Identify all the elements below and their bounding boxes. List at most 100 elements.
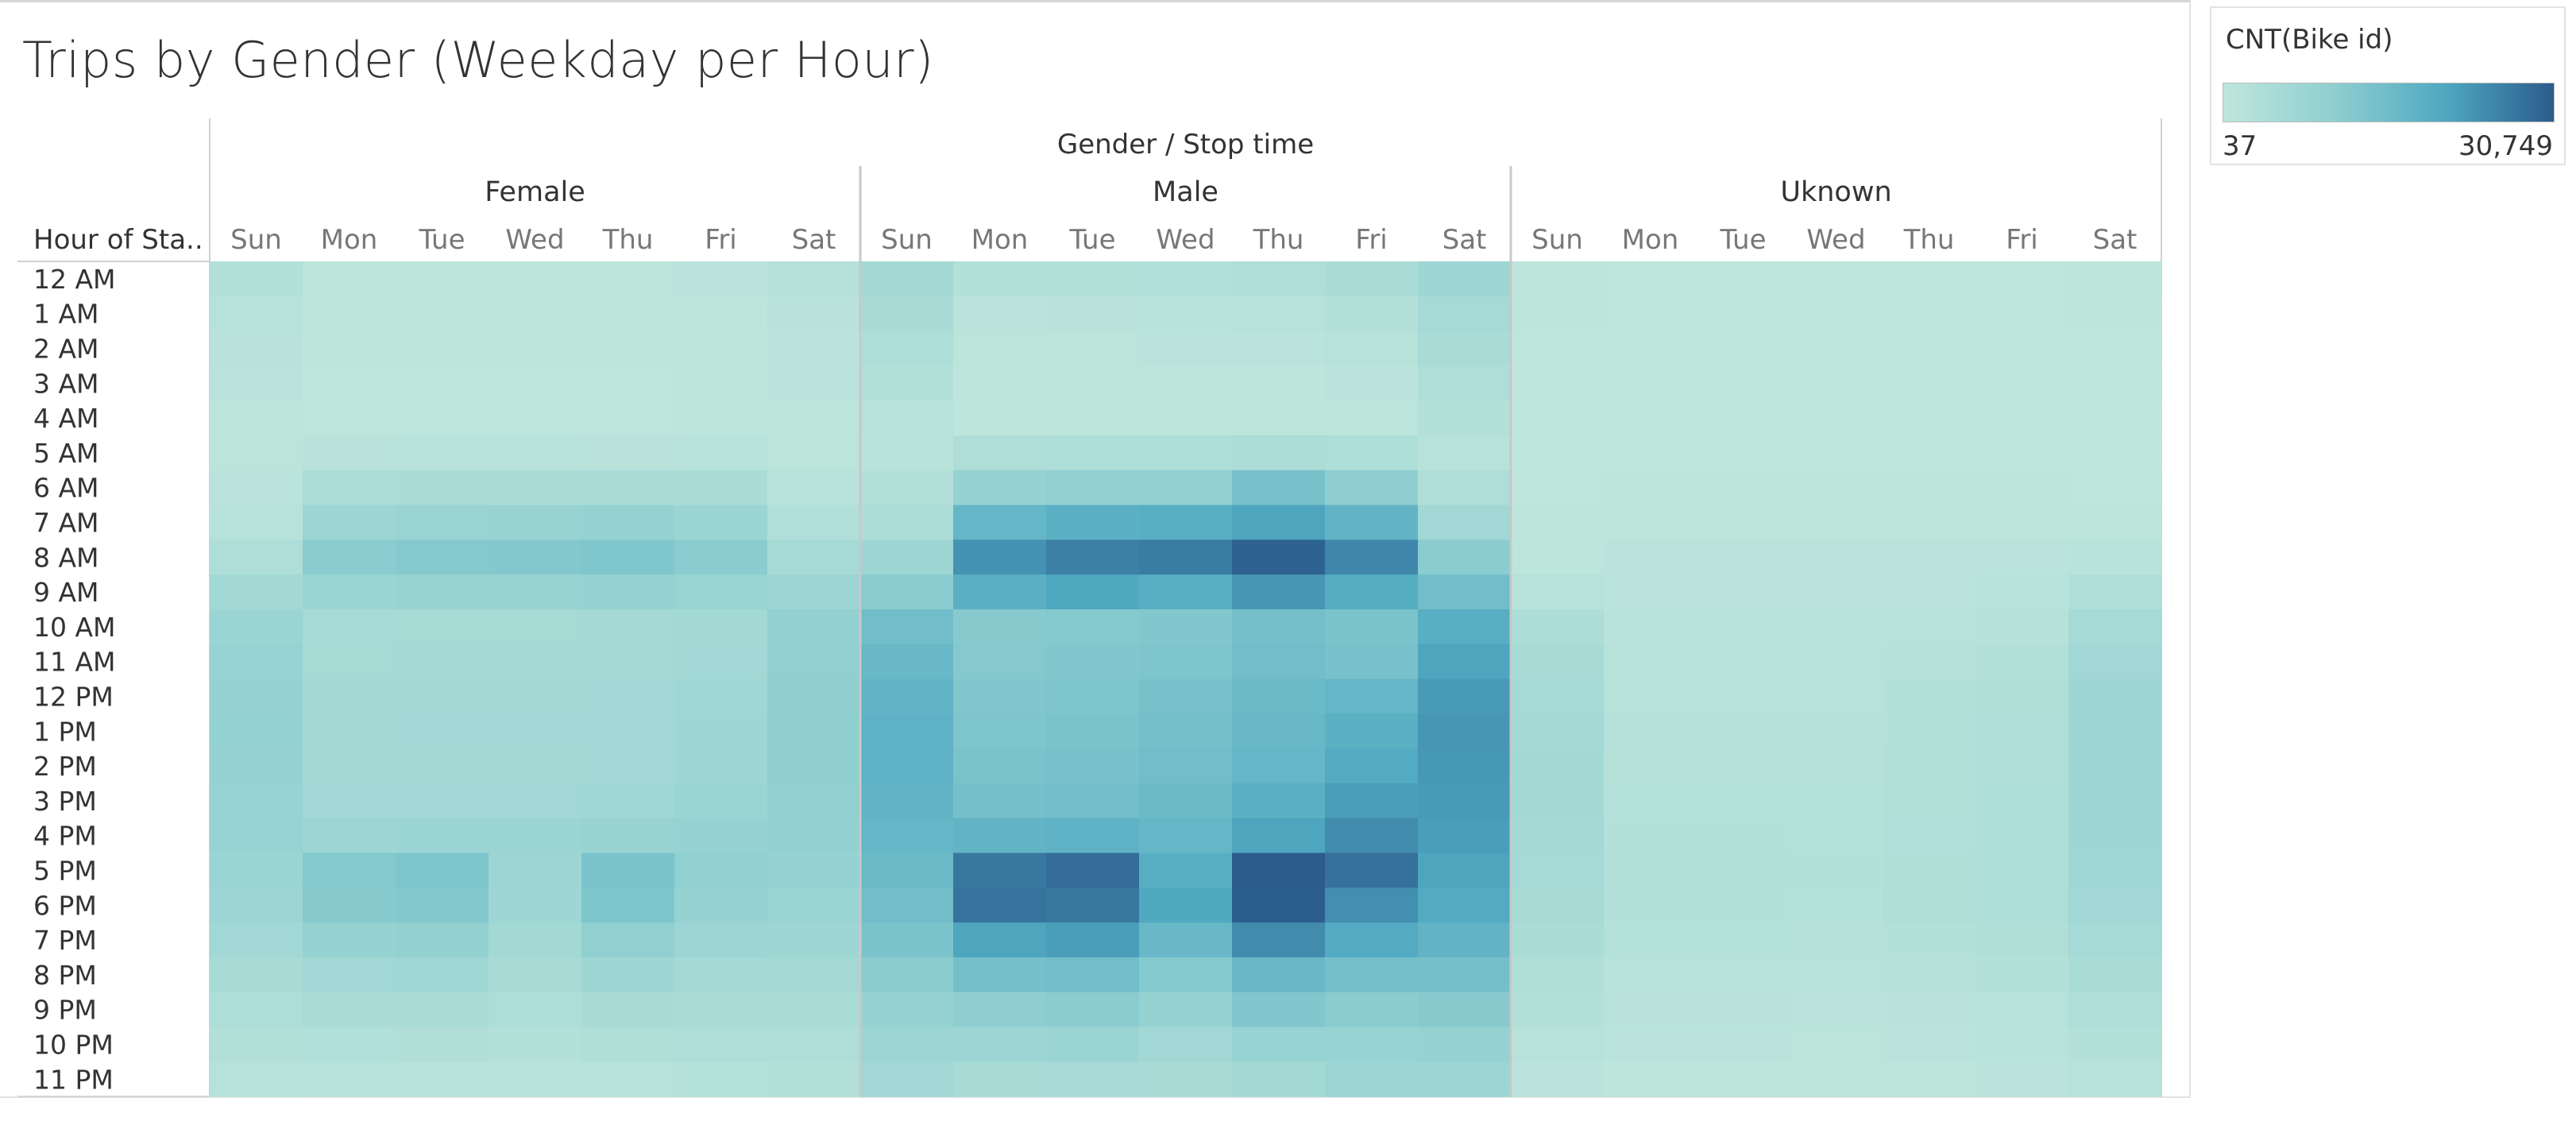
heatmap-cell [581,609,675,645]
heatmap-cell [1139,296,1233,332]
hour-label: 7 AM [33,508,99,539]
heatmap-cell [1139,783,1233,819]
heatmap-cell [860,852,954,888]
heatmap-cell [1604,331,1697,366]
heatmap-cell [1418,922,1512,958]
heatmap-cell [767,957,861,993]
heatmap-cell [2068,818,2162,854]
heatmap-cell [1232,887,1326,923]
heatmap-cell [1790,470,1883,506]
hour-label: 2 AM [33,334,99,365]
heatmap-cell [1883,435,1976,471]
heatmap-cell [396,748,489,784]
heatmap-cell [396,400,489,436]
heatmap-cell [767,261,861,297]
heatmap-cell [1975,1061,2069,1097]
heatmap-cell [1975,783,2069,819]
heatmap-cell [674,365,768,401]
day-label: Mon [971,224,1029,256]
heatmap-cell [1697,470,1790,506]
hour-label: 6 PM [33,890,97,921]
heatmap-cell [860,783,954,819]
heatmap-cell [1883,887,1976,923]
heatmap-cell [1511,783,1605,819]
day-label: Thu [602,224,654,256]
heatmap-cell [2068,365,2162,401]
heatmap-cell [1139,539,1233,575]
heatmap-cell [1046,644,1140,680]
legend-min-label: 37 [2223,130,2257,162]
heatmap-cell [1511,470,1605,506]
heatmap-cell [1232,470,1326,506]
heatmap-cell [1232,748,1326,784]
hour-label: 12 PM [33,682,114,713]
heatmap-cell [1604,400,1697,436]
heatmap-cell [1790,400,1883,436]
heatmap-cell [953,678,1047,714]
heatmap-cell [767,783,861,819]
gender-header: Female [485,176,585,208]
heatmap-cell [674,713,768,749]
heatmap-cell [1139,504,1233,540]
heatmap-cell [1046,261,1140,297]
heatmap-cell [396,922,489,958]
heatmap-cell [1883,504,1976,540]
heatmap-cell [860,261,954,297]
heatmap-cell [1883,296,1976,332]
heatmap-cell [1883,1026,1976,1062]
heatmap-cell [210,644,303,680]
heatmap-cell [1325,713,1419,749]
heatmap-cell [489,400,582,436]
heatmap-cell [674,678,768,714]
heatmap-cell [860,957,954,993]
hour-label: 8 AM [33,542,99,573]
heatmap-cell [953,922,1047,958]
day-label: Fri [2006,224,2038,256]
heatmap-cell [1511,504,1605,540]
heatmap-cell [1325,1061,1419,1097]
heatmap-cell [767,365,861,401]
heatmap-cell [210,365,303,401]
heatmap-cell [1325,783,1419,819]
heatmap-cell [1604,470,1697,506]
heatmap-cell [860,644,954,680]
heatmap-cell [1232,365,1326,401]
heatmap-cell [1790,296,1883,332]
heatmap-cell [1790,574,1883,610]
heatmap-cell [303,783,396,819]
heatmap-cell [1418,818,1512,854]
heatmap-cell [1697,887,1790,923]
heatmap-cell [767,992,861,1028]
hour-label: 9 AM [33,577,99,608]
heatmap-cell [1232,678,1326,714]
heatmap-cell [1325,887,1419,923]
heatmap-cell [1046,470,1140,506]
heatmap-cell [303,609,396,645]
heatmap-cell [1790,713,1883,749]
heatmap-cell [303,852,396,888]
heatmap-cell [1139,644,1233,680]
heatmap-cell [1697,678,1790,714]
heatmap-cell [1046,609,1140,645]
heatmap-cell [2068,574,2162,610]
heatmap-cell [581,783,675,819]
heatmap-cell [1604,1026,1697,1062]
heatmap-cell [1046,504,1140,540]
heatmap-cell [674,1061,768,1097]
heatmap-cell [1139,574,1233,610]
heatmap-cell [1232,1061,1326,1097]
heatmap-cell [1232,852,1326,888]
heatmap-cell [1790,644,1883,680]
heatmap-cell [1790,1026,1883,1062]
heatmap-cell [1697,644,1790,680]
heatmap-cell [1232,957,1326,993]
heatmap-cell [1790,261,1883,297]
hour-label: 6 AM [33,473,99,504]
hour-label: 5 PM [33,856,97,887]
heatmap-cell [1604,748,1697,784]
heatmap-cell [489,887,582,923]
heatmap-cell [767,1061,861,1097]
heatmap-cell [953,504,1047,540]
heatmap-cell [1139,678,1233,714]
heatmap-cell [2068,331,2162,366]
